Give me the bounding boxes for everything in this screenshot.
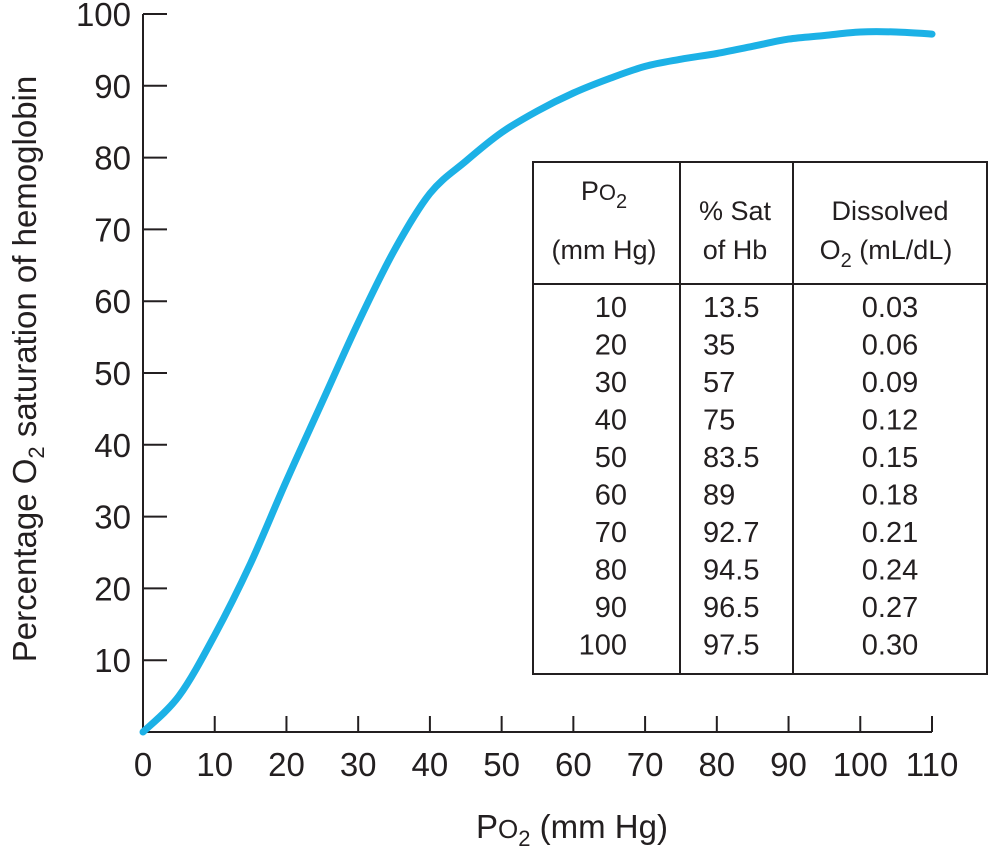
x-tick-label: 20 xyxy=(268,746,305,783)
x-tick-label: 40 xyxy=(412,746,449,783)
table-cell-sat: 89 xyxy=(703,480,735,512)
table-header-sat-unit: of Hb xyxy=(703,235,768,265)
table-cell-dissolved: 0.21 xyxy=(862,517,918,549)
data-table: PO2 (mm Hg) % Sat of Hb Dissolved O2 (mL… xyxy=(532,161,988,675)
tick-marks xyxy=(143,13,933,732)
table-cell-sat: 13.5 xyxy=(703,292,759,324)
table-cell-dissolved: 0.12 xyxy=(862,405,918,437)
table-cell-po2: 40 xyxy=(595,405,627,437)
table-body: 10 13.5 0.03 20 35 0.06 30 57 0.09 40 75 0.12 50 83.5… xyxy=(579,292,919,662)
table-header-po2-unit: (mm Hg) xyxy=(552,235,657,265)
y-axis-title: Percentage O2 saturation of hemoglobin xyxy=(6,76,49,662)
table-header-dissolved-unit: O2 (mL/dL) xyxy=(820,235,953,272)
table-header-po2: PO2 xyxy=(581,176,627,213)
table-cell-po2: 90 xyxy=(595,592,627,624)
x-tick-label: 90 xyxy=(770,746,807,783)
table-cell-po2: 80 xyxy=(595,555,627,587)
table-header-sat: % Sat xyxy=(699,196,772,226)
table-cell-po2: 100 xyxy=(579,630,627,662)
y-tick-label: 70 xyxy=(94,211,131,248)
x-tick-label: 10 xyxy=(196,746,233,783)
table-cell-dissolved: 0.06 xyxy=(862,330,918,362)
tick-labels: 10 20 30 40 50 60 70 80 90 100 0 10 20 30 40 50 60 70 80 90… xyxy=(76,0,958,783)
table-header-dissolved: Dissolved xyxy=(831,196,948,226)
table-cell-sat: 75 xyxy=(703,405,735,437)
table-cell-sat: 97.5 xyxy=(703,630,759,662)
table-cell-dissolved: 0.18 xyxy=(862,480,918,512)
x-tick-label: 100 xyxy=(833,746,888,783)
series-group xyxy=(139,28,936,736)
table-cell-sat: 92.7 xyxy=(703,517,759,549)
table-cell-po2: 10 xyxy=(595,292,627,324)
table-cell-sat: 83.5 xyxy=(703,442,759,474)
y-tick-label: 100 xyxy=(76,0,131,33)
x-tick-label: 110 xyxy=(906,746,959,783)
table-cell-dissolved: 0.09 xyxy=(862,367,918,399)
table-cell-po2: 70 xyxy=(595,517,627,549)
table-cell-dissolved: 0.27 xyxy=(862,592,918,624)
x-tick-label: 0 xyxy=(134,746,152,783)
table-border xyxy=(532,161,988,675)
saturation-curve xyxy=(139,28,936,736)
x-tick-label: 30 xyxy=(340,746,377,783)
table-cell-dissolved: 0.03 xyxy=(862,292,918,324)
y-tick-label: 80 xyxy=(94,140,131,177)
x-tick-label: 60 xyxy=(555,746,592,783)
table-cell-sat: 57 xyxy=(703,367,735,399)
table-cell-po2: 60 xyxy=(595,480,627,512)
table-cell-dissolved: 0.30 xyxy=(862,630,918,662)
table-cell-po2: 20 xyxy=(595,330,627,362)
y-tick-label: 50 xyxy=(94,355,131,392)
y-tick-label: 40 xyxy=(94,427,131,464)
table-cell-dissolved: 0.15 xyxy=(862,442,918,474)
y-tick-label: 10 xyxy=(94,642,131,679)
y-tick-label: 60 xyxy=(94,283,131,320)
y-tick-label: 20 xyxy=(94,570,131,607)
x-tick-label: 80 xyxy=(698,746,735,783)
x-tick-label: 50 xyxy=(483,746,520,783)
table-cell-sat: 35 xyxy=(703,330,735,362)
x-axis-title: PO2 (mm Hg) xyxy=(476,808,668,851)
table-cell-sat: 94.5 xyxy=(703,555,759,587)
table-cell-po2: 30 xyxy=(595,367,627,399)
table-cell-sat: 96.5 xyxy=(703,592,759,624)
table-cell-po2: 50 xyxy=(595,442,627,474)
x-tick-label: 70 xyxy=(627,746,664,783)
y-tick-label: 90 xyxy=(94,68,131,105)
table-cell-dissolved: 0.24 xyxy=(862,555,918,587)
y-tick-label: 30 xyxy=(94,499,131,536)
